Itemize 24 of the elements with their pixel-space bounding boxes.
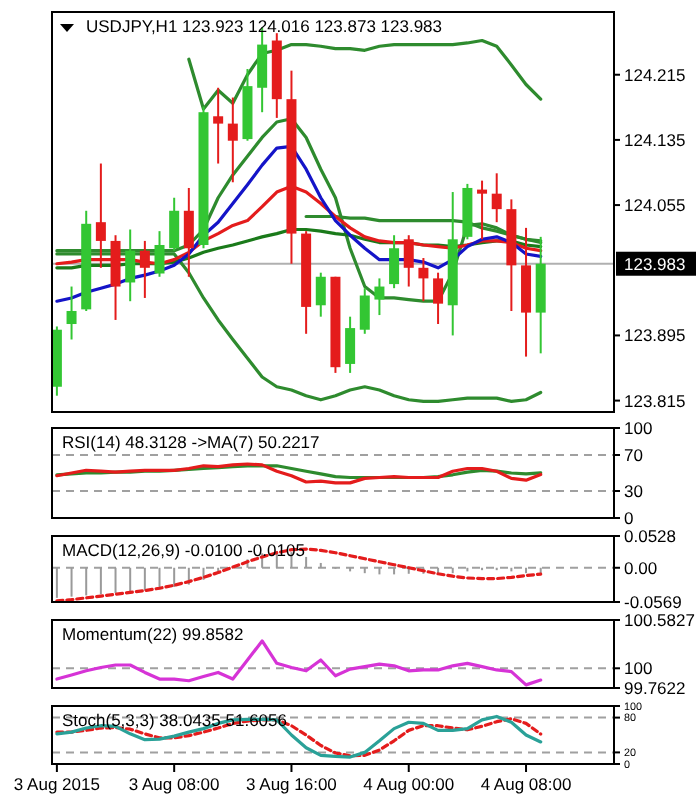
y-tick-label: 0.00 [624, 557, 658, 578]
y-tick-label: 123.895 [624, 325, 686, 346]
x-tick-label: 3 Aug 2015 [13, 774, 101, 794]
y-tick-label: 124.055 [624, 195, 686, 216]
y-tick-label: 100 [624, 417, 653, 438]
x-tick-label: 4 Aug 00:00 [363, 774, 455, 794]
y-tick-label: 30 [624, 480, 644, 501]
y-tick-label: 100.5827 [624, 609, 696, 630]
chart-title: Momentum(22) 99.8582 [62, 624, 244, 644]
ref-line-label: 123.983 [624, 253, 686, 274]
y-tick-label: 0.0528 [624, 525, 677, 546]
x-tick-label: 4 Aug 08:00 [480, 774, 572, 794]
y-tick-label: 99.7622 [624, 677, 686, 698]
chart-title: USDJPY,H1 123.923 124.016 123.873 123.983 [86, 16, 443, 36]
x-tick-label: 3 Aug 08:00 [128, 774, 221, 794]
y-tick-label: -0.0569 [624, 591, 683, 612]
y-tick-label: 0 [624, 507, 634, 528]
y-tick-label: 70 [624, 444, 644, 465]
chart-title: RSI(14) 48.3128 ->MA(7) 50.2217 [62, 432, 321, 452]
x-tick-label: 3 Aug 16:00 [246, 774, 338, 794]
y-tick-label: 124.215 [624, 64, 686, 85]
y-tick-label: 123.815 [624, 390, 686, 411]
y-tick-label: 124.135 [624, 129, 686, 150]
y-tick-label: 100 [624, 658, 653, 679]
